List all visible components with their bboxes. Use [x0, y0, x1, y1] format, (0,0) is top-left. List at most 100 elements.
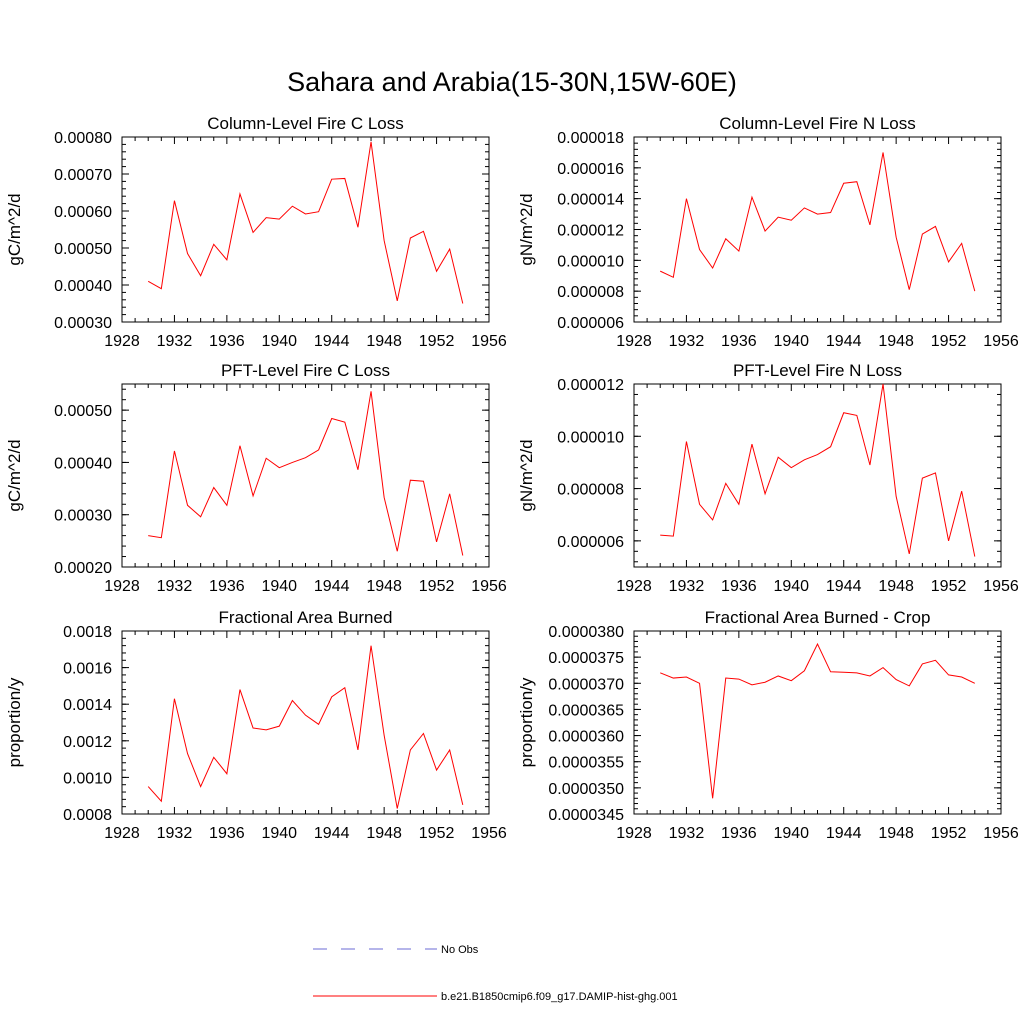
panel-title: Column-Level Fire N Loss — [719, 114, 916, 133]
x-tick-label: 1940 — [261, 825, 297, 842]
y-tick-label: 0.000008 — [557, 284, 624, 301]
series-line — [659, 152, 976, 292]
panel-title: PFT-Level Fire C Loss — [221, 361, 390, 380]
x-tick-label: 1936 — [209, 333, 245, 350]
x-tick-label: 1956 — [471, 825, 507, 842]
x-tick-label: 1944 — [314, 825, 350, 842]
y-tick-label: 0.000010 — [557, 429, 624, 446]
chart-panel-4: PFT-Level Fire N Loss gN/m^2/d 1928 1932 193… — [517, 361, 1019, 595]
y-tick-label: 0.000012 — [557, 377, 624, 394]
y-tick-label: 0.0008 — [63, 807, 112, 824]
x-tick-label: 1944 — [826, 825, 862, 842]
y-tick-label: 0.00050 — [54, 403, 112, 420]
x-tick-label: 1940 — [773, 578, 809, 595]
y-tick-label: 0.000010 — [557, 253, 624, 270]
x-tick-label: 1936 — [209, 825, 245, 842]
legend-label-model: b.e21.B1850cmip6.f09_g17.DAMIP-hist-ghg.… — [441, 991, 678, 1003]
y-tick-label: 0.0000365 — [548, 702, 624, 719]
x-tick-label: 1952 — [419, 578, 455, 595]
y-tick-label: 0.000014 — [557, 192, 624, 209]
y-axis-label: gN/m^2/d — [517, 439, 536, 511]
chart-panel-5: Fractional Area Burned proportion/y 1928 19… — [5, 608, 507, 842]
y-axis-label: proportion/y — [5, 677, 24, 767]
y-tick-label: 0.000008 — [557, 482, 624, 499]
x-tick-label: 1948 — [366, 578, 402, 595]
x-tick-label: 1952 — [931, 333, 967, 350]
x-tick-label: 1936 — [721, 578, 757, 595]
y-tick-label: 0.0000360 — [548, 729, 624, 746]
y-tick-label: 0.000012 — [557, 223, 624, 240]
x-tick-label: 1952 — [419, 825, 455, 842]
series-line — [147, 645, 464, 809]
y-tick-label: 0.00040 — [54, 278, 112, 295]
series-line — [147, 141, 464, 304]
x-tick-label: 1932 — [157, 578, 193, 595]
x-tick-label: 1948 — [366, 825, 402, 842]
y-tick-label: 0.00070 — [54, 167, 112, 184]
x-tick-label: 1952 — [931, 578, 967, 595]
x-tick-label: 1940 — [261, 333, 297, 350]
y-tick-label: 0.0000345 — [548, 807, 624, 824]
x-tick-label: 1956 — [983, 333, 1019, 350]
y-tick-label: 0.0018 — [63, 624, 112, 641]
x-tick-label: 1936 — [209, 578, 245, 595]
y-tick-label: 0.0000350 — [548, 781, 624, 798]
y-tick-label: 0.00020 — [54, 560, 112, 577]
y-tick-label: 0.0016 — [63, 661, 112, 678]
plot-frame — [121, 383, 490, 568]
x-tick-label: 1944 — [826, 333, 862, 350]
y-tick-label: 0.000006 — [557, 315, 624, 332]
x-tick-label: 1940 — [773, 825, 809, 842]
y-tick-label: 0.00030 — [54, 315, 112, 332]
x-tick-label: 1948 — [878, 578, 914, 595]
x-tick-label: 1928 — [104, 825, 140, 842]
x-tick-label: 1956 — [471, 578, 507, 595]
panel-title: Column-Level Fire C Loss — [207, 114, 404, 133]
plot-frame — [633, 383, 1002, 568]
y-tick-label: 0.00030 — [54, 508, 112, 525]
x-tick-label: 1932 — [669, 825, 705, 842]
chart-panel-1: Column-Level Fire C Loss gC/m^2/d 1928 1932… — [5, 114, 507, 350]
y-tick-label: 0.0000370 — [548, 676, 624, 693]
plot-frame — [633, 630, 1002, 815]
y-tick-label: 0.0010 — [63, 770, 112, 787]
y-tick-label: 0.000018 — [557, 130, 624, 147]
series-line — [148, 391, 464, 556]
y-tick-label: 0.0000380 — [548, 624, 624, 641]
x-tick-label: 1940 — [773, 333, 809, 350]
y-tick-label: 0.00060 — [54, 204, 112, 221]
chart-panel-2: Column-Level Fire N Loss gN/m^2/d 1928 1932… — [517, 114, 1019, 350]
x-tick-label: 1932 — [669, 333, 705, 350]
chart-panel-3: PFT-Level Fire C Loss gC/m^2/d 1928 1932 193… — [5, 361, 507, 595]
x-tick-label: 1932 — [669, 578, 705, 595]
y-tick-label: 0.00080 — [54, 130, 112, 147]
main-title: Sahara and Arabia(15-30N,15W-60E) — [287, 67, 737, 97]
x-tick-label: 1932 — [157, 825, 193, 842]
panel-title: PFT-Level Fire N Loss — [733, 361, 902, 380]
x-tick-label: 1944 — [826, 578, 862, 595]
y-tick-label: 0.0000375 — [548, 650, 624, 667]
x-tick-label: 1932 — [157, 333, 193, 350]
legend-label-no-obs: No Obs — [441, 944, 479, 956]
y-tick-label: 0.0000355 — [548, 755, 624, 772]
y-tick-label: 0.00050 — [54, 241, 112, 258]
x-tick-label: 1956 — [983, 825, 1019, 842]
x-tick-label: 1956 — [471, 333, 507, 350]
plot-frame — [121, 136, 490, 323]
x-tick-label: 1952 — [931, 825, 967, 842]
x-tick-label: 1948 — [878, 333, 914, 350]
y-tick-label: 0.00040 — [54, 455, 112, 472]
y-axis-label: proportion/y — [517, 677, 536, 767]
chart-panel-6: Fractional Area Burned - Crop proportion/… — [517, 608, 1019, 842]
y-tick-label: 0.0012 — [63, 734, 112, 751]
x-tick-label: 1936 — [721, 825, 757, 842]
x-tick-label: 1944 — [314, 333, 350, 350]
plot-frame — [121, 630, 490, 815]
x-tick-label: 1928 — [104, 333, 140, 350]
x-tick-label: 1936 — [721, 333, 757, 350]
y-axis-label: gC/m^2/d — [5, 193, 24, 265]
y-tick-label: 0.000006 — [557, 534, 624, 551]
x-tick-label: 1944 — [314, 578, 350, 595]
x-tick-label: 1948 — [366, 333, 402, 350]
